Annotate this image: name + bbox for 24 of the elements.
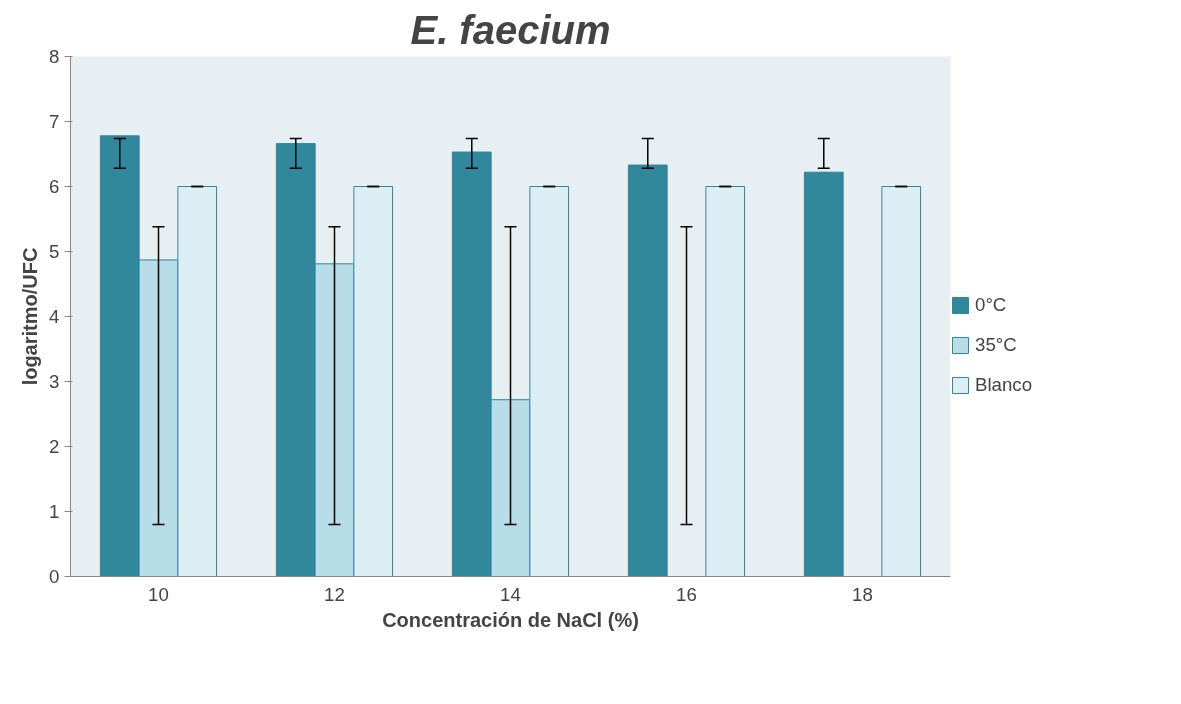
y-tick-label: 2 bbox=[49, 436, 60, 457]
bar bbox=[881, 186, 922, 577]
y-tick-label: 4 bbox=[49, 306, 60, 327]
legend-label: Blanco bbox=[975, 374, 1033, 396]
y-tick-label: 7 bbox=[49, 111, 60, 132]
x-tick-label: 16 bbox=[676, 583, 697, 605]
y-tick-label: 6 bbox=[49, 176, 60, 197]
y-tick-label: 5 bbox=[49, 241, 60, 262]
bar bbox=[803, 171, 844, 577]
legend-label: 0°C bbox=[975, 294, 1007, 316]
legend-label: 35°C bbox=[975, 334, 1017, 356]
x-tick-label: 10 bbox=[148, 583, 169, 605]
x-tick-label: 14 bbox=[500, 583, 521, 605]
y-tick-label: 1 bbox=[49, 501, 60, 522]
y-axis-title: logaritmo/UFC bbox=[19, 247, 42, 386]
x-tick-label: 12 bbox=[324, 583, 345, 605]
x-axis-title: Concentración de NaCl (%) bbox=[382, 608, 639, 631]
y-tick-label: 0 bbox=[49, 566, 60, 587]
chart-title: E. faecium bbox=[410, 7, 611, 52]
x-tick-label: 18 bbox=[852, 583, 873, 605]
y-tick-label: 8 bbox=[49, 46, 60, 67]
bar bbox=[705, 186, 746, 577]
y-tick-label: 3 bbox=[49, 371, 60, 392]
bar bbox=[627, 164, 668, 577]
